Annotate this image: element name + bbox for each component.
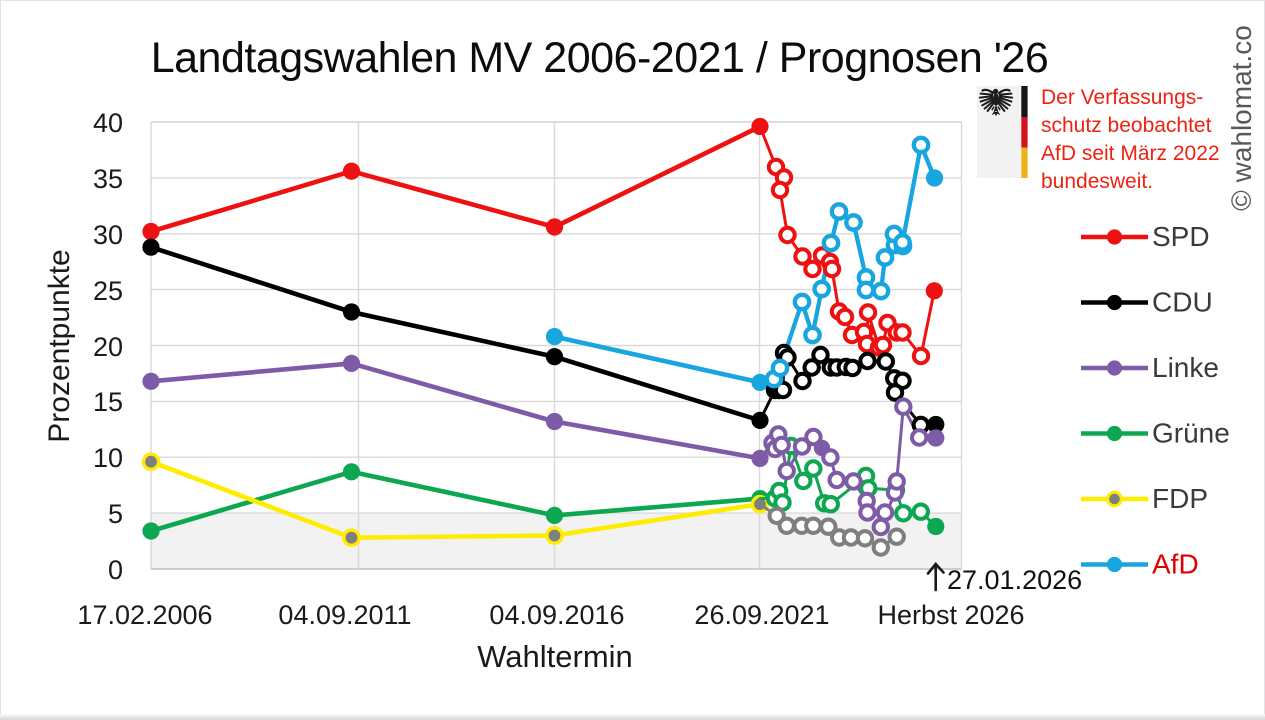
svg-text:CDU: CDU [1152,287,1213,318]
svg-text:FDP: FDP [1152,483,1208,514]
svg-text:SPD: SPD [1152,221,1210,252]
svg-text:Grüne: Grüne [1152,418,1230,449]
svg-text:Linke: Linke [1152,352,1219,383]
svg-text:AfD: AfD [1152,549,1199,580]
